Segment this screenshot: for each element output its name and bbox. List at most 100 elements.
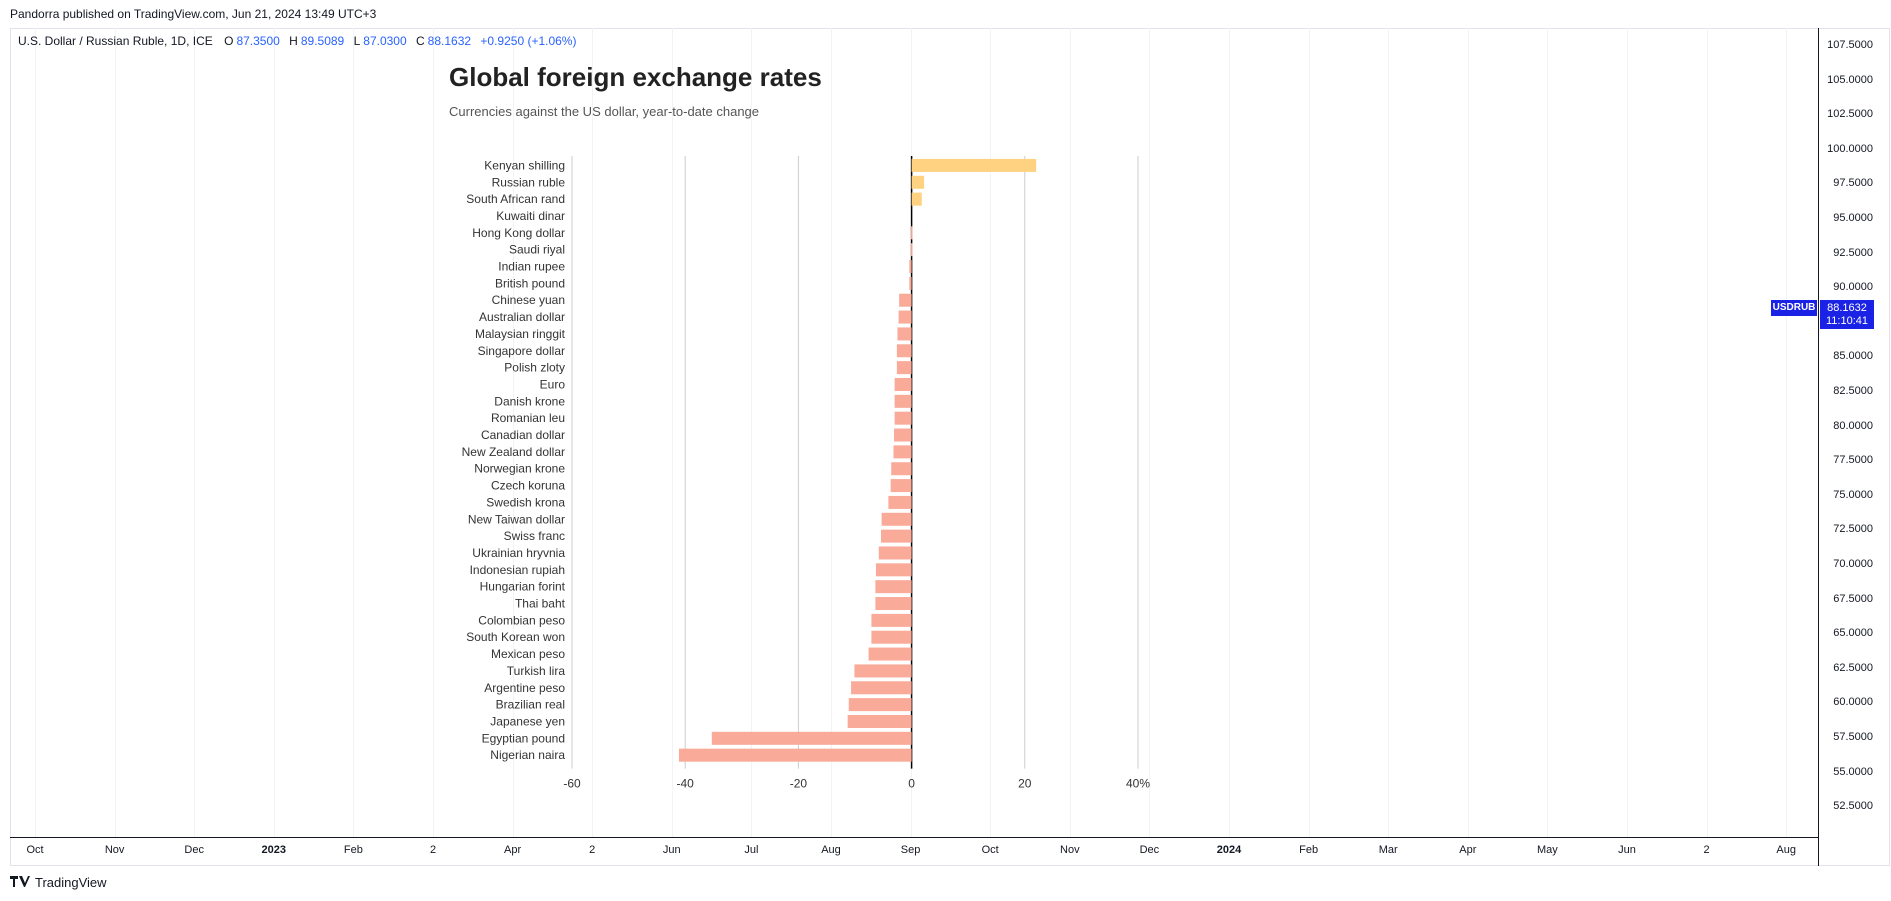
grid-line xyxy=(1308,28,1310,837)
price-axis-label: 90.0000 xyxy=(1833,281,1873,294)
grid-line xyxy=(1467,28,1469,837)
price-axis-label: 102.5000 xyxy=(1827,108,1873,121)
price-axis-label: 107.5000 xyxy=(1827,39,1873,51)
grid-line xyxy=(1786,28,1788,837)
time-axis-label: Aug xyxy=(1776,844,1796,856)
price-axis-label: 62.5000 xyxy=(1833,661,1873,674)
bar xyxy=(878,546,912,560)
grid-line xyxy=(831,28,832,837)
tradingview-logo-icon xyxy=(10,875,30,890)
chart-frame[interactable] xyxy=(10,28,1890,866)
price-axis-label: 105.0000 xyxy=(1827,73,1873,86)
change-value: +0.9250 (+1.06%) xyxy=(480,34,577,48)
bar xyxy=(890,479,912,493)
price-axis-label: 100.0000 xyxy=(1827,142,1873,155)
category-label: Swiss franc xyxy=(504,529,565,543)
bar xyxy=(881,512,912,526)
symbol-legend[interactable]: U.S. Dollar / Russian Ruble, 1D, ICE O 87… xyxy=(18,34,582,48)
time-axis-label: Dec xyxy=(1139,844,1160,856)
grid-line xyxy=(1706,28,1708,837)
bar xyxy=(894,394,912,408)
chart-title: Global foreign exchange rates xyxy=(449,62,822,92)
category-label: Colombian peso xyxy=(478,613,565,627)
bar xyxy=(909,260,912,274)
time-axis-label: Nov xyxy=(104,844,125,856)
price-axis-label: 92.5000 xyxy=(1833,246,1873,259)
category-label: Turkish lira xyxy=(507,664,566,678)
bar xyxy=(875,563,912,577)
time-axis-label: Jun xyxy=(662,844,681,856)
bar xyxy=(875,597,912,611)
price-axis-label: 72.5000 xyxy=(1833,523,1873,536)
bar xyxy=(898,310,912,324)
category-label: Hungarian forint xyxy=(480,580,566,594)
category-label: Japanese yen xyxy=(490,714,565,728)
grid-line xyxy=(35,28,36,837)
category-label: Ukrainian hryvnia xyxy=(472,546,565,560)
brand-name: TradingView xyxy=(35,875,107,890)
category-label: South African rand xyxy=(466,192,565,206)
price-axis-label: 80.0000 xyxy=(1833,419,1873,432)
bar xyxy=(896,361,912,375)
grid-line xyxy=(1149,28,1151,837)
bar xyxy=(711,731,912,745)
bar xyxy=(875,580,912,594)
time-axis-label: Jul xyxy=(744,844,759,856)
close-key: C xyxy=(416,34,425,48)
time-axis-label: 2 xyxy=(589,844,596,856)
category-label: Indian rupee xyxy=(498,260,565,274)
bar xyxy=(851,681,912,695)
category-label: Malaysian ringgit xyxy=(475,327,566,341)
category-label: Indonesian rupiah xyxy=(470,563,565,577)
time-axis-label: Jun xyxy=(1618,844,1636,856)
time-axis-label: 2 xyxy=(1703,844,1710,856)
category-label: Nigerian naira xyxy=(490,748,565,762)
time-axis-label: May xyxy=(1537,844,1558,856)
bar xyxy=(896,344,912,358)
time-axis-label: Feb xyxy=(343,844,363,856)
x-tick-label: -40 xyxy=(677,777,695,791)
category-label: Russian ruble xyxy=(492,175,566,189)
chart-subtitle: Currencies against the US dollar, year-t… xyxy=(449,104,760,119)
low-key: L xyxy=(353,34,361,48)
bar xyxy=(891,462,912,476)
x-tick-label: 40% xyxy=(1126,777,1150,791)
bar xyxy=(678,748,912,762)
bar xyxy=(911,226,913,240)
time-axis-label: Dec xyxy=(184,844,204,856)
category-label: Singapore dollar xyxy=(478,344,565,358)
price-axis-label: 97.5000 xyxy=(1833,177,1873,190)
bar xyxy=(897,327,912,341)
time-axis-label: Apr xyxy=(504,844,522,856)
x-tick-label: -20 xyxy=(790,777,808,791)
category-label: Norwegian krone xyxy=(474,462,565,476)
grid-line xyxy=(1069,28,1071,837)
grid-line xyxy=(1627,28,1628,837)
grid-line xyxy=(353,28,355,837)
tradingview-footer[interactable]: TradingView xyxy=(10,875,107,890)
symbol-name[interactable]: U.S. Dollar / Russian Ruble, 1D, ICE xyxy=(18,34,213,48)
x-tick-label: 0 xyxy=(908,777,915,791)
bar xyxy=(911,192,922,206)
grid-line xyxy=(592,28,594,837)
grid-line xyxy=(273,28,275,837)
grid-line xyxy=(671,28,673,837)
bar xyxy=(847,714,912,728)
category-label: Chinese yuan xyxy=(492,293,565,307)
bar xyxy=(911,243,913,257)
bar xyxy=(894,411,912,425)
category-label: Danish krone xyxy=(494,394,565,408)
last-price: 88.1632 xyxy=(1827,302,1867,314)
bar xyxy=(871,613,912,627)
price-axis-label: 85.0000 xyxy=(1833,350,1873,363)
bar xyxy=(871,630,912,644)
category-label: Kuwaiti dinar xyxy=(496,209,565,223)
category-label: Hong Kong dollar xyxy=(472,226,565,240)
category-label: Thai baht xyxy=(515,597,566,611)
time-axis-label: Feb xyxy=(1299,844,1319,856)
x-tick-label: -60 xyxy=(563,777,581,791)
grid-line xyxy=(1547,28,1549,837)
published-info: Pandorra published on TradingView.com, J… xyxy=(10,7,377,21)
open-value: 87.3500 xyxy=(236,34,280,48)
category-label: New Zealand dollar xyxy=(462,445,565,459)
